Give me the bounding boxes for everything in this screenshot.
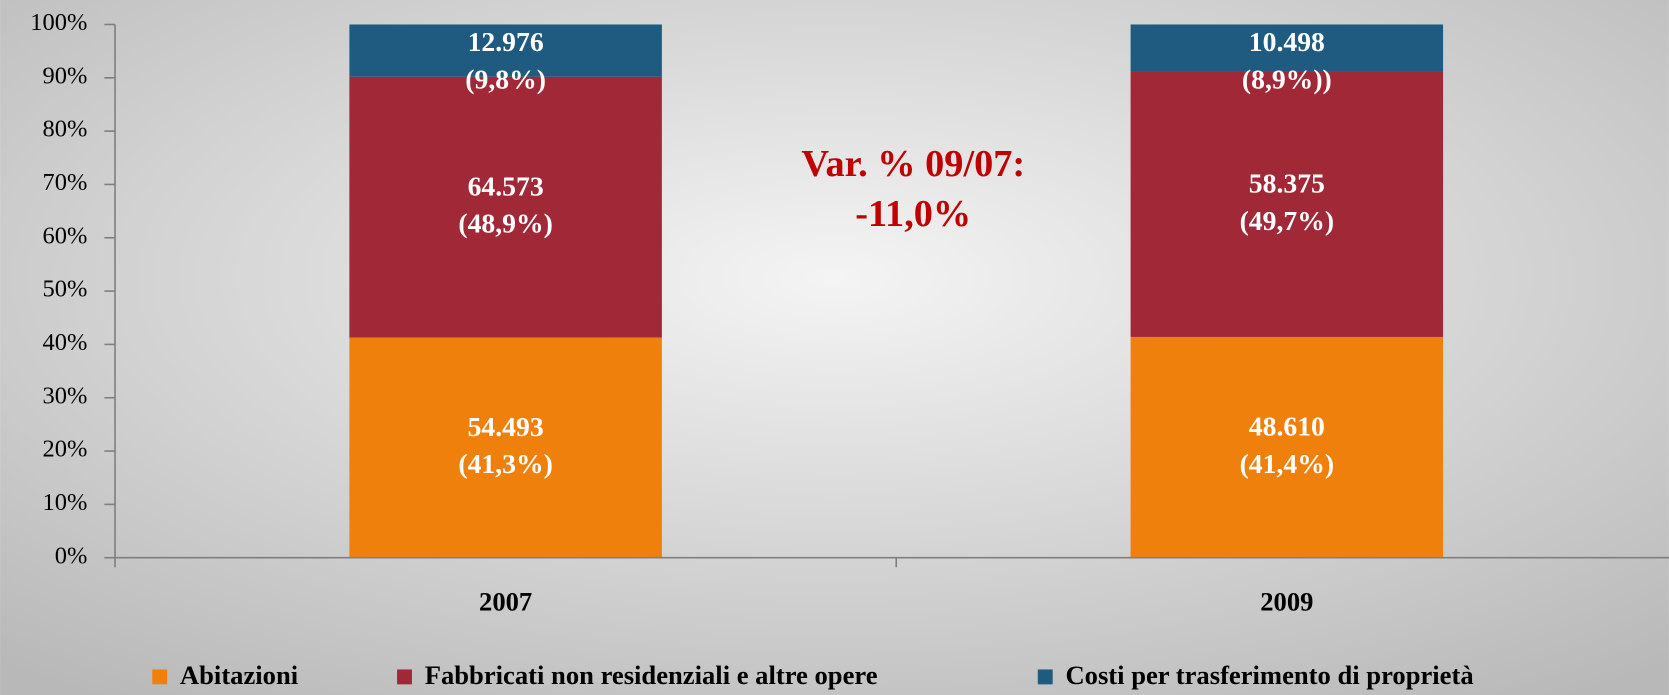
y-tick-label: 40% <box>42 329 87 356</box>
y-tick-label: 90% <box>42 62 87 89</box>
data-label: (48,9%) <box>458 208 552 239</box>
y-tick-label: 70% <box>42 169 87 196</box>
data-label: 48.610 <box>1249 411 1325 442</box>
bar-segment <box>1130 24 1444 72</box>
data-label: (49,7%) <box>1240 205 1334 236</box>
y-tick-label: 30% <box>42 382 87 409</box>
legend-swatch <box>397 669 412 685</box>
data-label: 64.573 <box>468 170 544 201</box>
bar-segment <box>349 337 662 558</box>
data-label: 12.976 <box>468 26 544 57</box>
y-tick-label: 50% <box>42 276 87 303</box>
y-tick-label: 100% <box>30 9 87 36</box>
x-tick-label: 2009 <box>1260 587 1313 617</box>
legend-swatch <box>152 669 168 685</box>
y-tick-label: 60% <box>42 222 87 249</box>
data-label: 54.493 <box>468 411 544 442</box>
data-label: 10.498 <box>1249 26 1325 57</box>
legend-label: Costi per trasferimento di proprietà <box>1065 660 1473 690</box>
y-tick-label: 10% <box>42 489 87 516</box>
data-label: (41,3%) <box>458 448 552 479</box>
x-tick-label: 2007 <box>479 587 532 617</box>
data-label: 58.375 <box>1249 168 1325 199</box>
y-tick-label: 80% <box>42 116 87 143</box>
legend-label: Fabbricati non residenziali e altre oper… <box>425 660 878 690</box>
y-tick-label: 0% <box>55 542 88 569</box>
bar-segment <box>349 24 662 77</box>
legend-label: Abitazioni <box>180 660 298 690</box>
annotation: Var. % 09/07: <box>801 143 1025 185</box>
legend-swatch <box>1037 669 1053 685</box>
y-tick-label: 20% <box>42 436 87 463</box>
data-label: (41,4%) <box>1240 448 1334 479</box>
bar-segment <box>1130 336 1444 558</box>
data-label: (9,8%) <box>465 63 546 94</box>
bar-segment <box>349 76 662 338</box>
data-label: (8,9%)) <box>1242 63 1332 94</box>
bar-segment <box>1130 71 1444 337</box>
annotation: -11,0% <box>855 193 971 235</box>
